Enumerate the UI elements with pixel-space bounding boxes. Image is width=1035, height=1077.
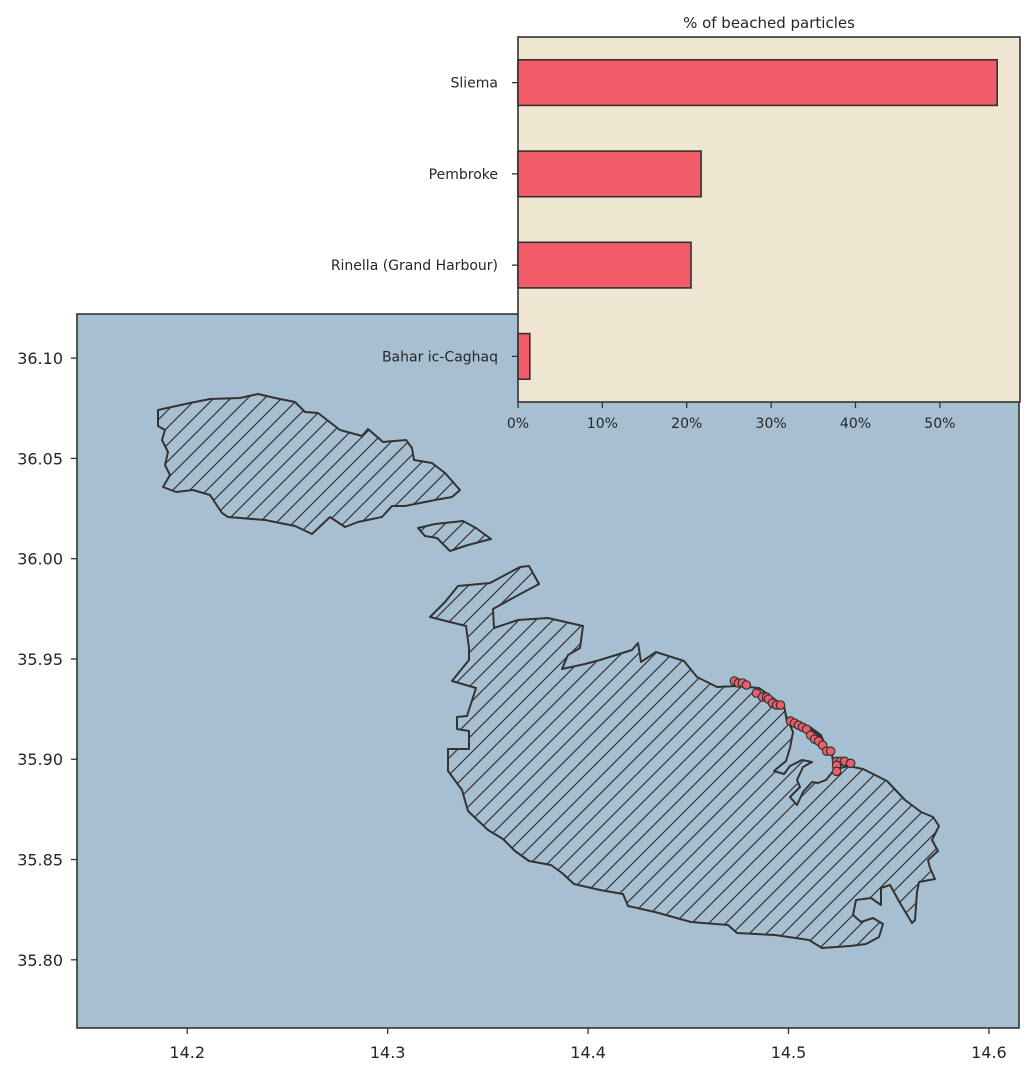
x-tick-label: 14.3: [370, 1043, 406, 1062]
beached-point: [741, 680, 752, 690]
beached-point: [831, 766, 842, 777]
comino-island: [417, 520, 492, 552]
y-tick-label: 35.85: [17, 851, 63, 870]
y-tick-label: 36.00: [17, 550, 63, 569]
x-tick-label: 10%: [587, 416, 618, 432]
x-tick-label: 14.4: [570, 1043, 606, 1062]
x-tick-label: 30%: [756, 416, 787, 432]
bar: [517, 241, 692, 289]
bar-chart-inset: % of beached particles Sliema Pembroke Rin…: [331, 14, 1021, 432]
gozo-island: [157, 393, 461, 535]
x-tick-label: 14.2: [169, 1043, 205, 1062]
beached-point: [825, 746, 836, 756]
category-label: Sliema: [451, 76, 499, 92]
malta-island: [429, 565, 940, 949]
x-tick-label: 20%: [671, 416, 702, 432]
beached-point: [845, 758, 856, 769]
bar-chart-title: % of beached particles: [683, 14, 855, 32]
category-label: Rinella (Grand Harbour): [331, 258, 498, 274]
y-tick-label: 36.10: [17, 349, 63, 368]
bar: [517, 332, 531, 381]
y-tick-label: 35.95: [17, 650, 63, 669]
bar: [517, 58, 999, 107]
beached-points: [729, 676, 856, 777]
y-tick-label: 35.90: [17, 750, 63, 769]
map-panel: 14.2 14.3 14.4 14.5 14.6 36.10 36.05 36.00 35.95…: [17, 313, 1020, 1062]
beached-point: [775, 700, 786, 710]
map-axes: 14.2 14.3 14.4 14.5 14.6 36.10 36.05 36.00 35.95…: [17, 349, 1007, 1062]
y-tick-label: 35.80: [17, 951, 63, 970]
category-label: Pembroke: [429, 167, 498, 183]
bar: [517, 150, 702, 198]
y-tick-label: 36.05: [17, 449, 63, 468]
x-tick-label: 40%: [840, 416, 871, 432]
x-tick-label: 0%: [507, 416, 529, 432]
category-label: Bahar ic-Caghaq: [382, 349, 498, 365]
x-tick-label: 14.6: [971, 1043, 1007, 1062]
x-tick-label: 50%: [924, 416, 955, 432]
x-tick-label: 14.5: [771, 1043, 807, 1062]
bar-axes: Sliema Pembroke Rinella (Grand Harbour) Bah…: [331, 76, 956, 432]
